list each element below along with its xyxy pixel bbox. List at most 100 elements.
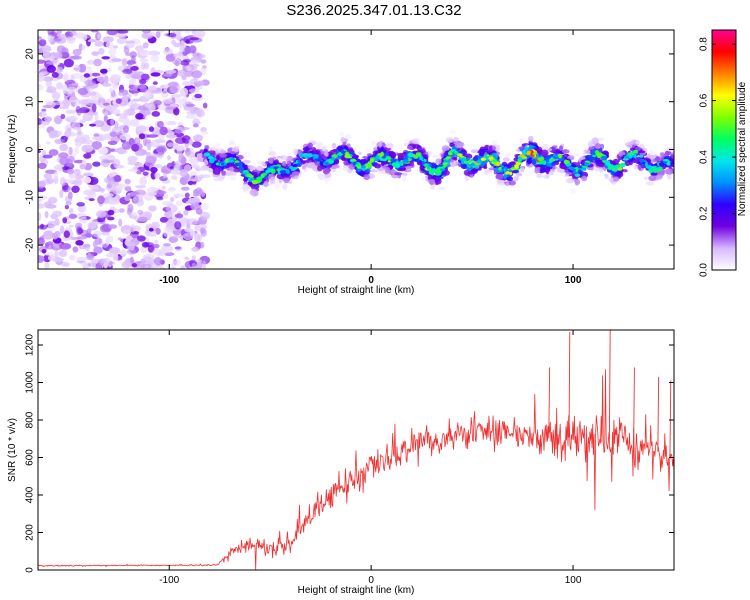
noise-blob (89, 185, 100, 192)
noise-blob (180, 87, 189, 97)
noise-blob (144, 256, 151, 260)
ridge-blob (435, 158, 442, 165)
noise-blob (52, 257, 64, 262)
noise-blob (93, 230, 102, 238)
ridge-core-blob (279, 169, 286, 174)
noise-blob (53, 171, 59, 180)
noise-blob (163, 243, 171, 247)
ridge-blob (293, 148, 298, 156)
noise-blob (52, 101, 63, 106)
noise-blob (102, 193, 114, 198)
ridge-blob (217, 175, 225, 182)
noise-blob (180, 40, 185, 47)
noise-blob (197, 234, 203, 242)
noise-blob (38, 64, 45, 70)
noise-blob (56, 66, 64, 73)
noise-blob (183, 46, 193, 54)
ridge-blob (434, 178, 442, 185)
noise-blob (167, 33, 177, 38)
noise-blob (191, 70, 203, 79)
ridge-blob (633, 165, 639, 170)
ridge-core-blob (498, 166, 502, 171)
ridge-core-blob (628, 154, 633, 159)
noise-blob (200, 241, 205, 249)
noise-blob (131, 263, 138, 268)
noise-blob (63, 90, 68, 95)
ridge-core-blob (319, 161, 324, 165)
noise-blob (128, 79, 137, 85)
ridge-core-blob (526, 151, 531, 156)
noise-blob (76, 236, 88, 240)
ridge-core-blob (656, 167, 660, 171)
noise-blob (154, 172, 161, 179)
ridge-core-blob (285, 169, 290, 174)
noise-blob (135, 185, 146, 189)
noise-blob (180, 186, 190, 191)
noise-blob (174, 60, 180, 67)
noise-blob (180, 265, 186, 269)
ridge-blob (397, 167, 406, 172)
ridge-blob (401, 172, 408, 176)
ridge-blob (567, 155, 575, 160)
ridge-core-blob (251, 179, 259, 185)
ridge-blob (397, 153, 406, 159)
ridge-core-blob (666, 162, 671, 166)
noise-blob (121, 58, 128, 66)
noise-blob (185, 103, 196, 107)
noise-blob (165, 204, 178, 213)
noise-blob (64, 129, 72, 138)
noise-blob (107, 140, 118, 145)
noise-blob (142, 42, 149, 49)
noise-blob (106, 235, 114, 243)
noise-blob (151, 221, 160, 230)
ridge-blob (256, 165, 264, 171)
noise-blob (189, 37, 200, 41)
ridge-blob (547, 148, 553, 152)
ridge-blob (342, 165, 349, 171)
noise-blob (117, 237, 122, 241)
noise-blob (93, 133, 100, 138)
ridge-blob (352, 153, 357, 158)
noise-blob (103, 114, 108, 123)
noise-blob (174, 128, 184, 134)
ridge-blob (612, 176, 620, 182)
noise-blob (167, 142, 175, 148)
noise-blob (202, 216, 207, 220)
noise-blob (98, 147, 108, 155)
ridge-blob (250, 183, 255, 190)
noise-blob (145, 156, 157, 163)
ridge-blob (608, 177, 614, 183)
noise-blob (96, 210, 107, 218)
ridge-blob (371, 140, 377, 146)
noise-blob (191, 141, 202, 148)
ridge-core-blob (639, 154, 644, 158)
ridge-core-blob (355, 164, 361, 167)
noise-blob (106, 183, 112, 189)
noise-blob (104, 111, 109, 116)
ridge-core-blob (324, 161, 329, 166)
noise-blob (167, 187, 176, 192)
y-tick-label: 200 (25, 524, 36, 541)
ridge-core-blob (224, 158, 230, 164)
ridge-blob (282, 183, 288, 190)
ridge-core-blob (380, 151, 384, 157)
noise-blob (54, 138, 65, 144)
ridge-blob (363, 174, 371, 181)
ridge-core-blob (668, 158, 673, 161)
noise-blob (162, 172, 167, 179)
ridge-blob (564, 169, 569, 173)
noise-blob (45, 169, 57, 174)
noise-blob (156, 190, 167, 195)
ridge-blob (242, 160, 251, 164)
noise-blob (42, 104, 53, 109)
ridge-blob (337, 145, 343, 151)
ridge-blob (482, 148, 490, 155)
noise-blob (102, 83, 112, 87)
ridge-core-blob (242, 172, 248, 175)
ridge-blob (488, 167, 496, 171)
noise-blob (56, 45, 66, 53)
noise-blob (111, 58, 122, 62)
noise-blob (147, 245, 155, 253)
